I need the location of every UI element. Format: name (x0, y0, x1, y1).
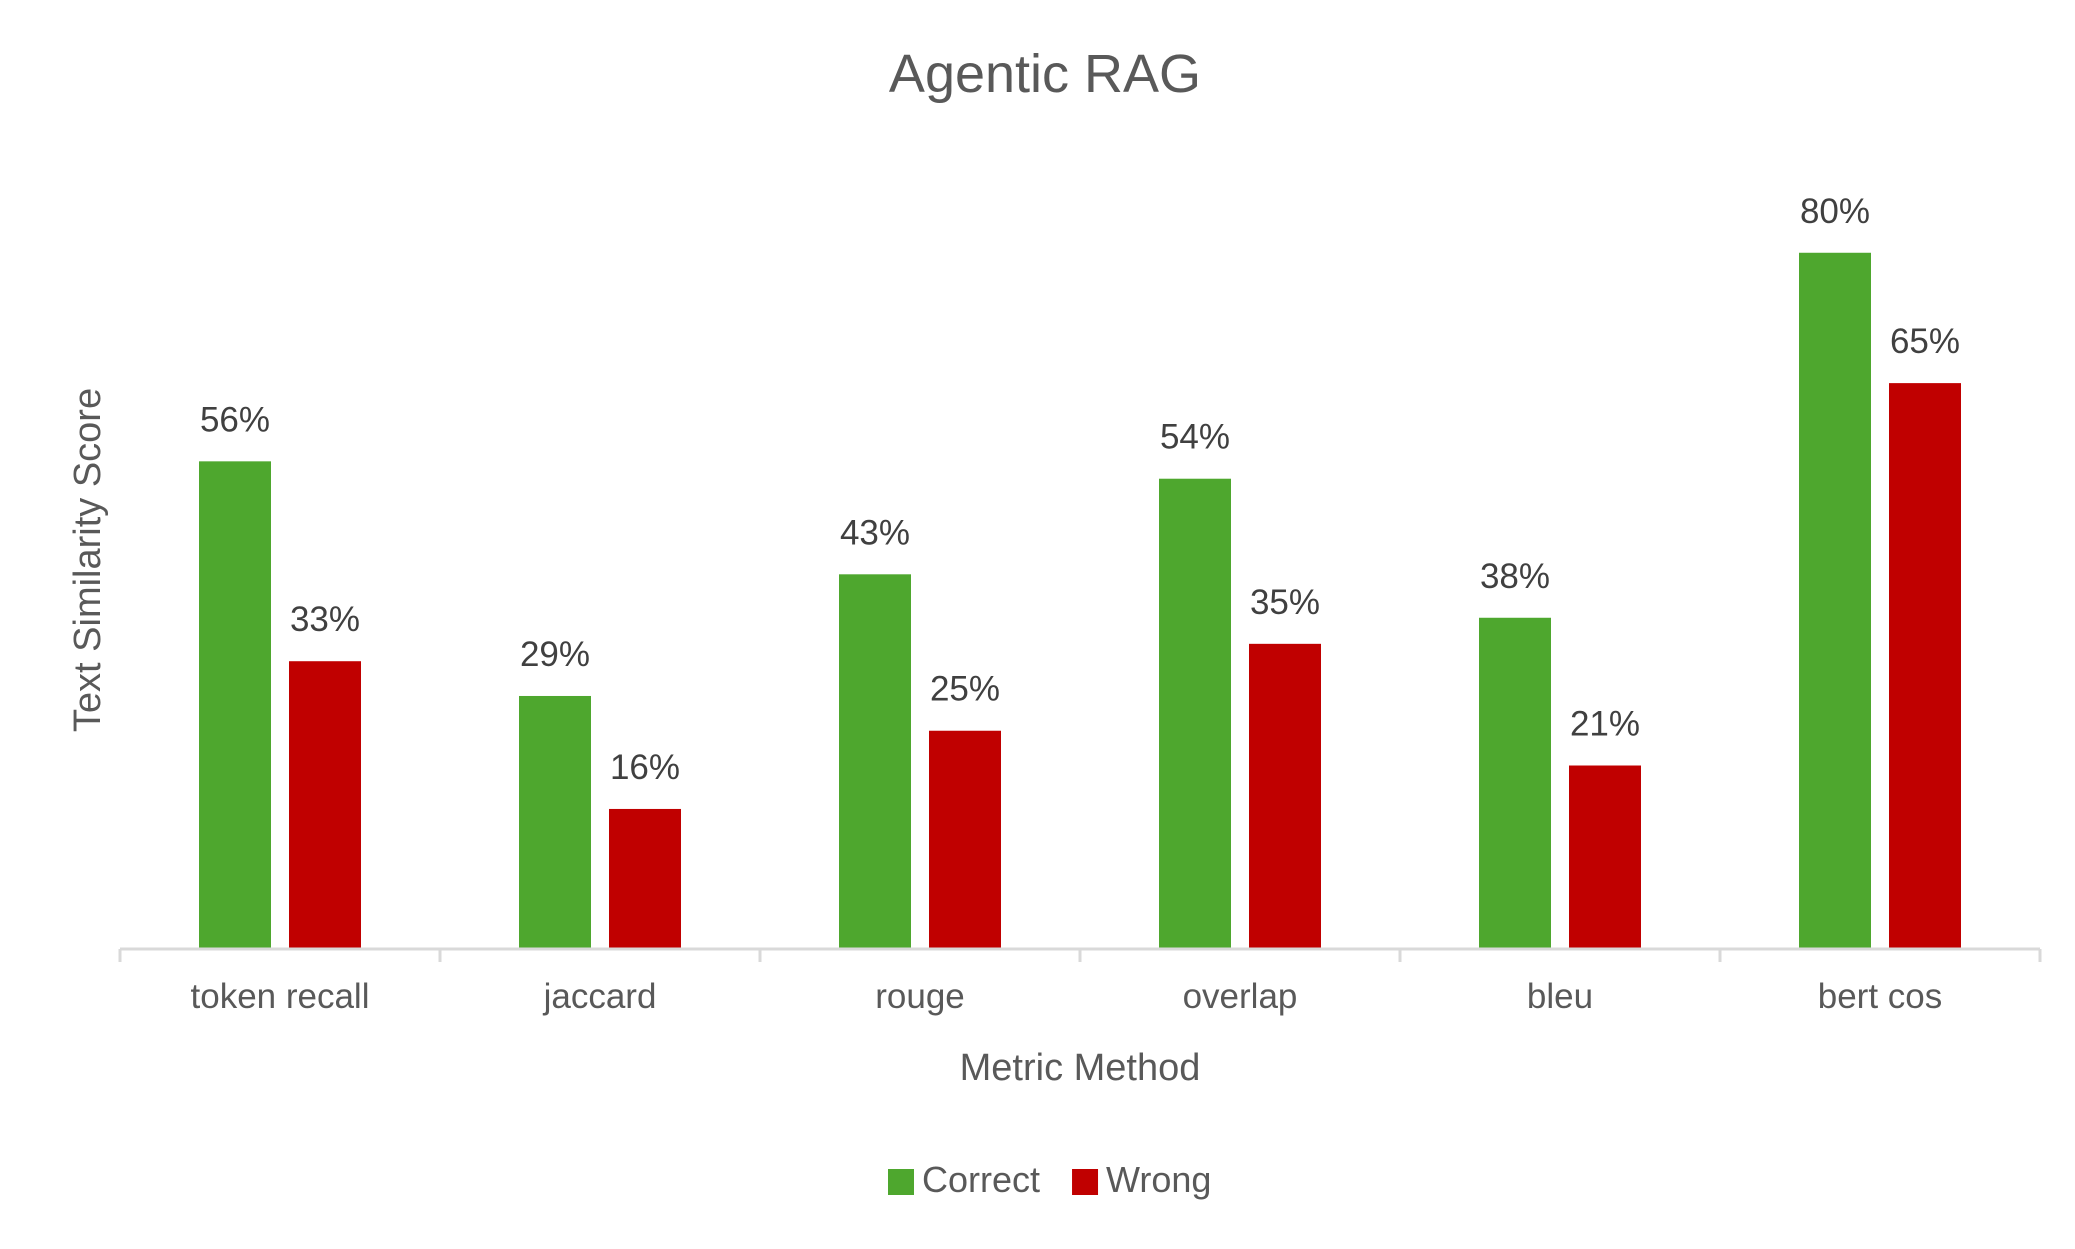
data-label-correct-3: 54% (1160, 418, 1230, 457)
chart-title: Agentic RAG (889, 44, 1201, 104)
bar-wrong-4 (1569, 765, 1641, 948)
x-axis-title: Metric Method (960, 1047, 1201, 1089)
data-label-correct-0: 56% (200, 400, 270, 439)
x-tick-label-4: bleu (1527, 977, 1593, 1016)
bar-correct-5 (1799, 252, 1871, 948)
legend: Correct Wrong (888, 1159, 1211, 1200)
plot-area: 56% 29% 43% 54% 38% 80% 33% 16% 25% 35% 21% 65% toke… (118, 192, 2042, 1016)
bar-wrong-1 (609, 808, 681, 948)
data-label-wrong-3: 35% (1250, 583, 1320, 622)
data-label-correct-5: 80% (1800, 192, 1870, 231)
bar-correct-0 (199, 461, 271, 948)
bar-wrong-3 (1249, 643, 1321, 948)
legend-label-wrong: Wrong (1106, 1159, 1211, 1200)
data-label-correct-1: 29% (520, 635, 590, 674)
bar-correct-1 (519, 695, 591, 948)
bar-wrong-2 (929, 730, 1001, 948)
bar-correct-3 (1159, 478, 1231, 948)
legend-swatch-wrong (1072, 1169, 1099, 1195)
x-tick-label-0: token recall (191, 977, 370, 1016)
data-label-correct-2: 43% (840, 513, 910, 552)
bar-correct-2 (839, 574, 911, 948)
bar-correct-4 (1479, 617, 1551, 948)
x-tick-label-1: jaccard (543, 977, 657, 1016)
bar-wrong-5 (1889, 383, 1961, 949)
legend-swatch-correct (888, 1169, 914, 1195)
bar-wrong-0 (289, 661, 361, 948)
data-label-wrong-1: 16% (610, 748, 680, 787)
x-tick-label-2: rouge (875, 977, 965, 1016)
x-tick-label-5: bert cos (1818, 977, 1943, 1016)
legend-label-correct: Correct (922, 1159, 1040, 1200)
x-tick-label-3: overlap (1183, 977, 1298, 1016)
data-label-correct-4: 38% (1480, 557, 1550, 596)
data-label-wrong-4: 21% (1570, 705, 1640, 744)
data-label-wrong-2: 25% (930, 670, 1000, 709)
data-label-wrong-5: 65% (1890, 322, 1960, 361)
data-label-wrong-0: 33% (290, 600, 360, 639)
y-axis-title: Text Similarity Score (67, 388, 109, 732)
